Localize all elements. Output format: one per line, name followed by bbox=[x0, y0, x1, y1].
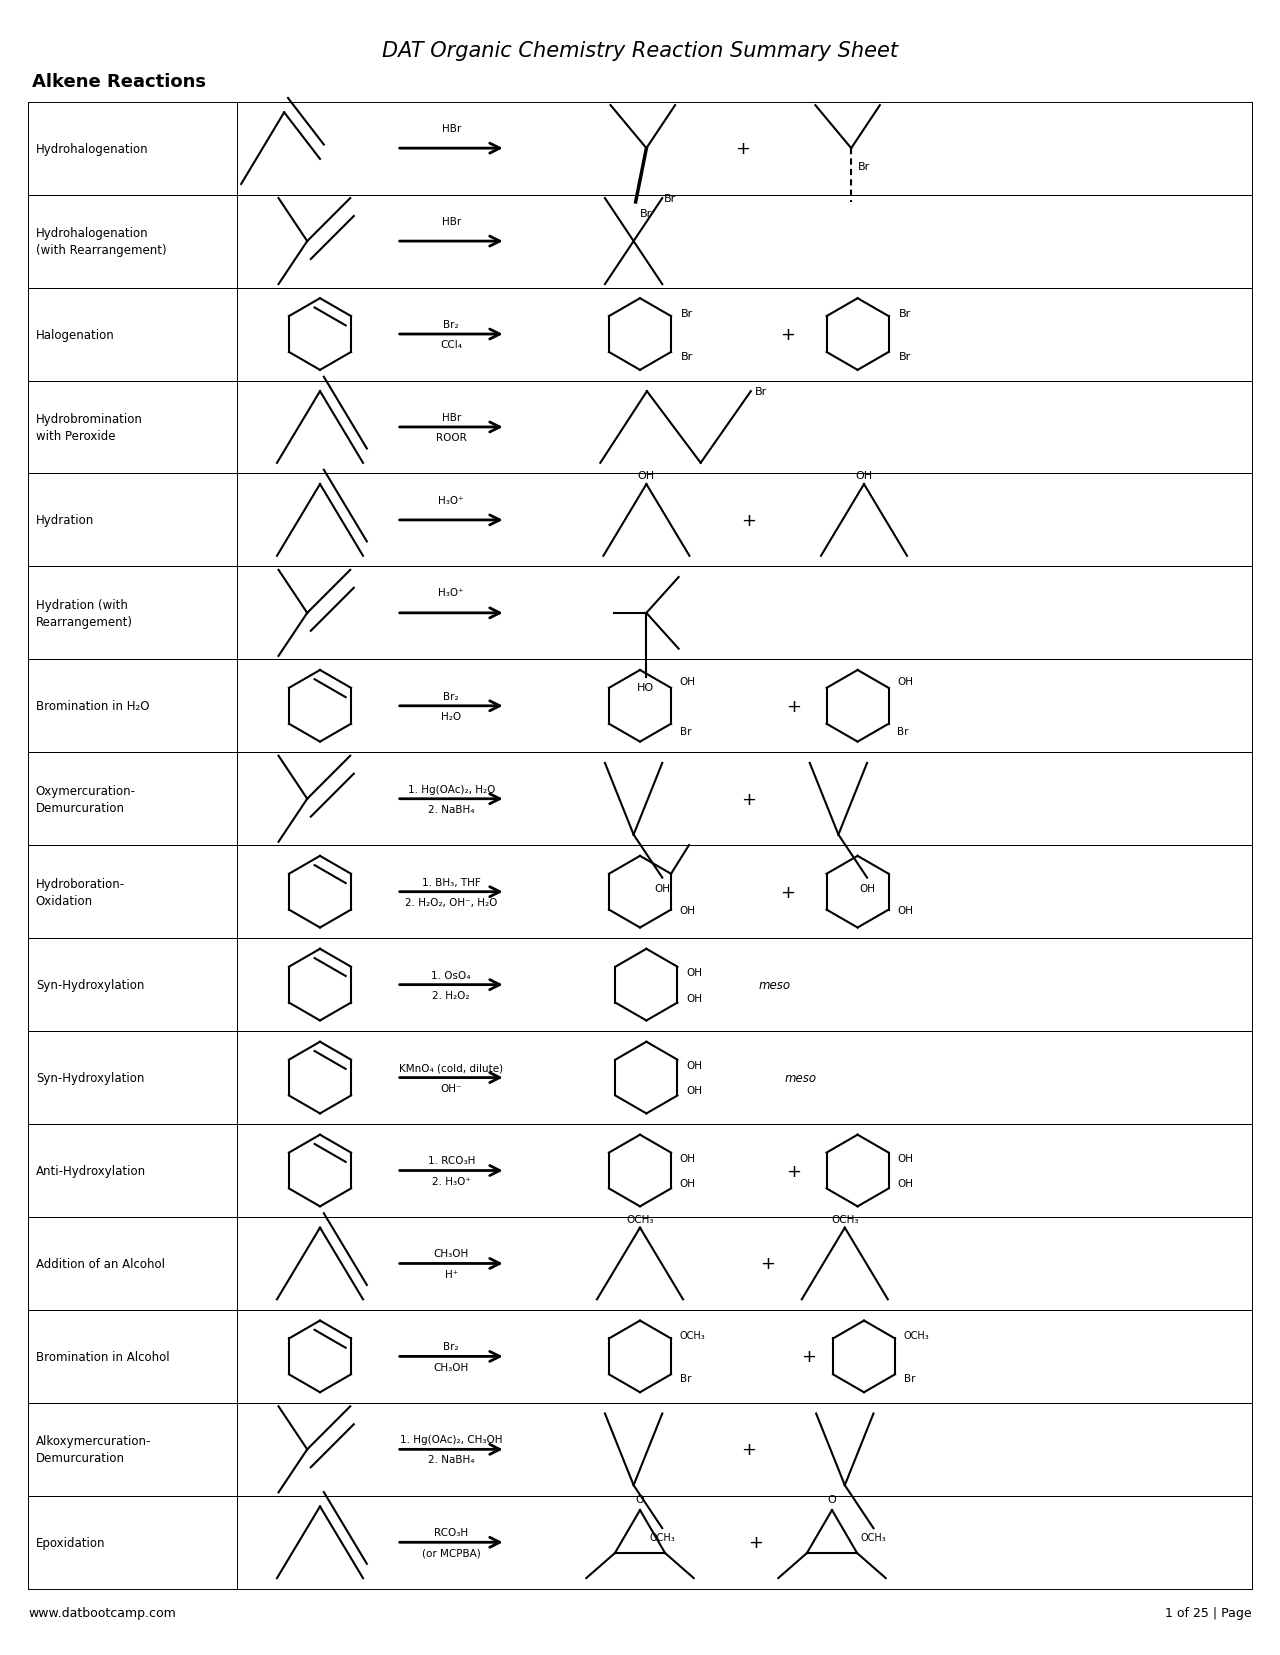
Text: 1. OsO₄: 1. OsO₄ bbox=[431, 970, 471, 980]
Text: Alkene Reactions: Alkene Reactions bbox=[32, 73, 206, 91]
Text: OH: OH bbox=[686, 1059, 703, 1071]
Text: +: + bbox=[741, 1440, 756, 1458]
Text: 1 of 25 | Page: 1 of 25 | Page bbox=[1165, 1605, 1252, 1619]
Text: Hydrohalogenation: Hydrohalogenation bbox=[36, 142, 148, 156]
Text: 1. Hg(OAc)₂, CH₃OH: 1. Hg(OAc)₂, CH₃OH bbox=[399, 1435, 503, 1445]
Text: OH: OH bbox=[686, 993, 703, 1003]
Text: +: + bbox=[741, 511, 756, 530]
Text: OH: OH bbox=[897, 1178, 914, 1188]
Text: Br₂: Br₂ bbox=[443, 1342, 460, 1352]
Text: OCH₃: OCH₃ bbox=[904, 1331, 929, 1341]
Text: +: + bbox=[786, 1162, 801, 1180]
Text: 2. H₂O₂: 2. H₂O₂ bbox=[433, 990, 470, 1000]
Text: Br: Br bbox=[754, 387, 767, 397]
Text: +: + bbox=[735, 141, 750, 157]
Text: 2. H₂O₂, OH⁻, H₂O: 2. H₂O₂, OH⁻, H₂O bbox=[404, 897, 498, 907]
Text: Syn-Hydroxylation: Syn-Hydroxylation bbox=[36, 978, 145, 991]
Text: OH: OH bbox=[654, 884, 671, 894]
Text: OCH₃: OCH₃ bbox=[831, 1215, 859, 1225]
Text: Br: Br bbox=[897, 727, 909, 736]
Text: OH: OH bbox=[637, 472, 655, 482]
Text: Epoxidation: Epoxidation bbox=[36, 1536, 105, 1549]
Text: Br: Br bbox=[680, 1374, 691, 1384]
Text: Hydroboration-
Oxidation: Hydroboration- Oxidation bbox=[36, 877, 125, 907]
Text: 2. NaBH₄: 2. NaBH₄ bbox=[428, 804, 475, 814]
Text: KMnO₄ (cold, dilute): KMnO₄ (cold, dilute) bbox=[399, 1063, 503, 1072]
Text: www.datbootcamp.com: www.datbootcamp.com bbox=[28, 1605, 175, 1619]
Text: Oxymercuration-
Demurcuration: Oxymercuration- Demurcuration bbox=[36, 784, 136, 814]
Text: OH: OH bbox=[680, 905, 696, 915]
Text: HBr: HBr bbox=[442, 124, 461, 134]
Text: OH: OH bbox=[680, 677, 696, 687]
Text: +: + bbox=[741, 791, 756, 808]
Text: +: + bbox=[780, 884, 795, 900]
Text: Br₂: Br₂ bbox=[443, 692, 460, 702]
Text: CH₃OH: CH₃OH bbox=[434, 1362, 468, 1372]
Text: 1. RCO₃H: 1. RCO₃H bbox=[428, 1155, 475, 1165]
Text: OH: OH bbox=[897, 1154, 914, 1163]
Text: OH⁻: OH⁻ bbox=[440, 1082, 462, 1092]
Text: Br: Br bbox=[899, 351, 911, 361]
Text: +: + bbox=[786, 697, 801, 715]
Text: Br: Br bbox=[858, 162, 870, 172]
Text: OH: OH bbox=[859, 884, 876, 894]
Text: 2. H₃O⁺: 2. H₃O⁺ bbox=[431, 1177, 471, 1187]
Text: Hydrohalogenation
(with Rearrangement): Hydrohalogenation (with Rearrangement) bbox=[36, 227, 166, 257]
Text: OH: OH bbox=[686, 967, 703, 976]
Text: meso: meso bbox=[785, 1071, 817, 1084]
Text: Alkoxymercuration-
Demurcuration: Alkoxymercuration- Demurcuration bbox=[36, 1435, 151, 1465]
Text: Bromination in H₂O: Bromination in H₂O bbox=[36, 700, 150, 713]
Text: Br: Br bbox=[681, 308, 694, 318]
Text: CCl₄: CCl₄ bbox=[440, 339, 462, 349]
Text: Hydration: Hydration bbox=[36, 515, 95, 526]
Text: OH: OH bbox=[680, 1154, 696, 1163]
Text: Hydrobromination
with Peroxide: Hydrobromination with Peroxide bbox=[36, 412, 142, 442]
Text: OH: OH bbox=[680, 1178, 696, 1188]
Text: Anti-Hydroxylation: Anti-Hydroxylation bbox=[36, 1165, 146, 1177]
Text: O: O bbox=[828, 1494, 836, 1504]
Text: OCH₃: OCH₃ bbox=[680, 1331, 705, 1341]
Text: OCH₃: OCH₃ bbox=[649, 1533, 675, 1542]
Text: Halogenation: Halogenation bbox=[36, 328, 115, 341]
Text: (or MCPBA): (or MCPBA) bbox=[422, 1547, 480, 1557]
Text: +: + bbox=[760, 1254, 776, 1273]
Text: Addition of an Alcohol: Addition of an Alcohol bbox=[36, 1258, 165, 1269]
Text: OH: OH bbox=[897, 677, 914, 687]
Text: +: + bbox=[780, 326, 795, 344]
Text: +: + bbox=[801, 1347, 817, 1365]
Text: +: + bbox=[748, 1534, 763, 1551]
Text: OH: OH bbox=[686, 1086, 703, 1096]
Text: Br: Br bbox=[640, 209, 653, 218]
Text: Br: Br bbox=[904, 1374, 915, 1384]
Text: meso: meso bbox=[759, 978, 791, 991]
Text: Br: Br bbox=[664, 194, 676, 204]
Text: RCO₃H: RCO₃H bbox=[434, 1528, 468, 1537]
Text: Br: Br bbox=[681, 351, 694, 361]
Text: Syn-Hydroxylation: Syn-Hydroxylation bbox=[36, 1071, 145, 1084]
Text: 2. NaBH₄: 2. NaBH₄ bbox=[428, 1455, 475, 1465]
Text: OH: OH bbox=[855, 472, 873, 482]
Text: H⁺: H⁺ bbox=[444, 1269, 458, 1279]
Text: HBr: HBr bbox=[442, 412, 461, 422]
Text: H₂O: H₂O bbox=[442, 712, 461, 722]
Text: HO: HO bbox=[637, 684, 654, 693]
Text: DAT Organic Chemistry Reaction Summary Sheet: DAT Organic Chemistry Reaction Summary S… bbox=[381, 41, 899, 61]
Text: ROOR: ROOR bbox=[435, 434, 467, 444]
Text: Bromination in Alcohol: Bromination in Alcohol bbox=[36, 1350, 169, 1364]
Text: CH₃OH: CH₃OH bbox=[434, 1248, 468, 1258]
Text: 1. BH₃, THF: 1. BH₃, THF bbox=[422, 877, 480, 887]
Text: O: O bbox=[636, 1494, 644, 1504]
Text: Br₂: Br₂ bbox=[443, 319, 460, 329]
Text: H₃O⁺: H₃O⁺ bbox=[438, 495, 465, 505]
Text: HBr: HBr bbox=[442, 217, 461, 227]
Text: 1. Hg(OAc)₂, H₂O: 1. Hg(OAc)₂, H₂O bbox=[407, 784, 495, 794]
Text: OCH₃: OCH₃ bbox=[626, 1215, 654, 1225]
Text: OCH₃: OCH₃ bbox=[860, 1533, 886, 1542]
Text: Br: Br bbox=[899, 308, 911, 318]
Text: Br: Br bbox=[680, 727, 691, 736]
Text: H₃O⁺: H₃O⁺ bbox=[438, 588, 465, 597]
Text: Hydration (with
Rearrangement): Hydration (with Rearrangement) bbox=[36, 599, 133, 629]
Text: OH: OH bbox=[897, 905, 914, 915]
